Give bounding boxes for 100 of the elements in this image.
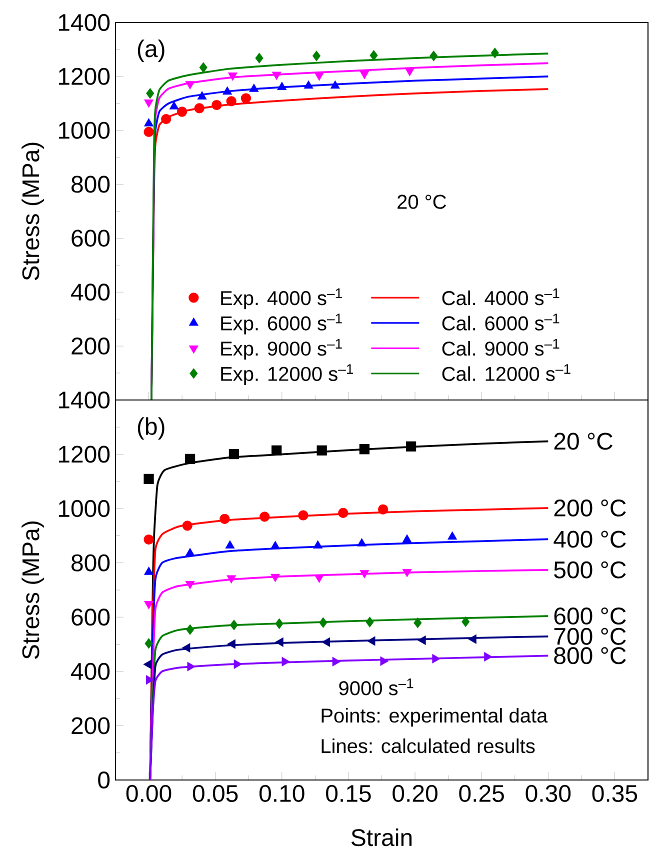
point [319, 618, 328, 628]
point [330, 80, 340, 89]
point [405, 68, 414, 76]
point [198, 92, 206, 100]
y-tick-label: 400 [71, 284, 110, 301]
x-tick-label: 0.05 [192, 784, 238, 802]
y-tick-label: 800 [72, 176, 110, 193]
point [146, 88, 154, 98]
y-tick-label: 1000 [58, 122, 110, 139]
y-tick-label: 1400 [58, 14, 110, 31]
point [380, 656, 388, 666]
x-tick-label: 0.10 [259, 784, 304, 802]
legend-label: Exp. 12000 s$^{–1}$ [221, 364, 354, 385]
y-tick-label: 1400 [58, 391, 110, 408]
point [270, 541, 280, 550]
annotation: (b) [138, 417, 164, 440]
point [260, 512, 270, 522]
series-label: 700 °C [554, 628, 626, 645]
y-tick-label: 0 [98, 771, 110, 788]
series-label: 200 °C [554, 500, 626, 517]
point [272, 445, 282, 456]
point [220, 514, 230, 524]
point [332, 657, 340, 666]
point [484, 652, 492, 662]
point [226, 96, 236, 106]
point [272, 72, 282, 80]
legend-label: Cal. 9000 s$^{–1}$ [442, 338, 560, 356]
legend-label: Cal. 6000 s$^{–1}$ [442, 314, 560, 330]
point [448, 532, 457, 540]
point [226, 540, 234, 549]
point [144, 638, 153, 649]
point [275, 618, 284, 629]
point [212, 100, 222, 110]
legend-label: Cal. 12000 s$^{–1}$ [442, 364, 570, 381]
point [418, 636, 426, 645]
y-tick-label: 1200 [58, 68, 110, 85]
point [186, 81, 195, 90]
annotation: Lines: calculated results [322, 738, 535, 754]
point [199, 62, 208, 73]
legend-label: Exp. 4000 s$^{–1}$ [221, 288, 342, 310]
annotation: (a) [138, 40, 164, 62]
series-label: 600 °C [554, 608, 626, 625]
legend-label: Exp. 9000 s$^{–1}$ [221, 338, 342, 360]
x-tick-label: 0.25 [459, 784, 504, 802]
series-label: 800 °C [554, 647, 626, 664]
y-tick-label: 1000 [58, 500, 110, 518]
x-tick-label: 0.15 [326, 784, 371, 802]
legend-label: Cal. 4000 s$^{–1}$ [442, 288, 560, 306]
legend-label: Exp. 6000 s$^{–1}$ [221, 314, 342, 334]
point [414, 618, 422, 628]
point [182, 643, 190, 652]
point [282, 657, 290, 666]
point [322, 638, 330, 647]
point [270, 574, 280, 582]
x-tick-label: 0.35 [592, 784, 638, 802]
y-tick-label: 800 [72, 554, 110, 572]
x-tick-label: 0.00 [126, 784, 172, 802]
point [314, 72, 324, 80]
point [144, 567, 154, 575]
point [234, 660, 242, 669]
point [161, 114, 172, 124]
series-label: 500 °C [554, 561, 626, 578]
point [240, 93, 252, 104]
point [228, 72, 238, 80]
point [144, 126, 154, 138]
point [187, 662, 196, 672]
point [146, 675, 154, 684]
point [366, 616, 374, 628]
point [144, 534, 154, 545]
point [228, 448, 240, 460]
point [230, 620, 238, 630]
point [144, 100, 154, 108]
point [313, 540, 322, 549]
point [298, 510, 308, 520]
y-tick-label: 400 [71, 662, 110, 680]
point [182, 520, 192, 531]
y-axis-title: Stress (MPa) [22, 522, 44, 659]
y-axis-title: Stress (MPa) [22, 142, 44, 280]
point [170, 102, 179, 110]
annotation: Points: experimental data [322, 708, 548, 727]
point [312, 50, 320, 61]
point [184, 454, 196, 464]
annotation: 9000 s$^{–1}$ [339, 678, 414, 696]
point [304, 80, 313, 89]
point [222, 86, 232, 95]
y-tick-label: 600 [72, 230, 110, 247]
point [370, 50, 378, 60]
point [402, 534, 412, 543]
point [316, 445, 327, 456]
point [490, 48, 499, 58]
x-tick-label: 0.20 [392, 784, 438, 802]
point [228, 640, 236, 648]
point [432, 654, 440, 664]
point [378, 504, 388, 514]
point [357, 538, 366, 546]
point [406, 441, 416, 452]
point [338, 508, 348, 518]
point [359, 444, 370, 454]
series-label: 400 °C [554, 530, 626, 548]
point [462, 616, 470, 627]
